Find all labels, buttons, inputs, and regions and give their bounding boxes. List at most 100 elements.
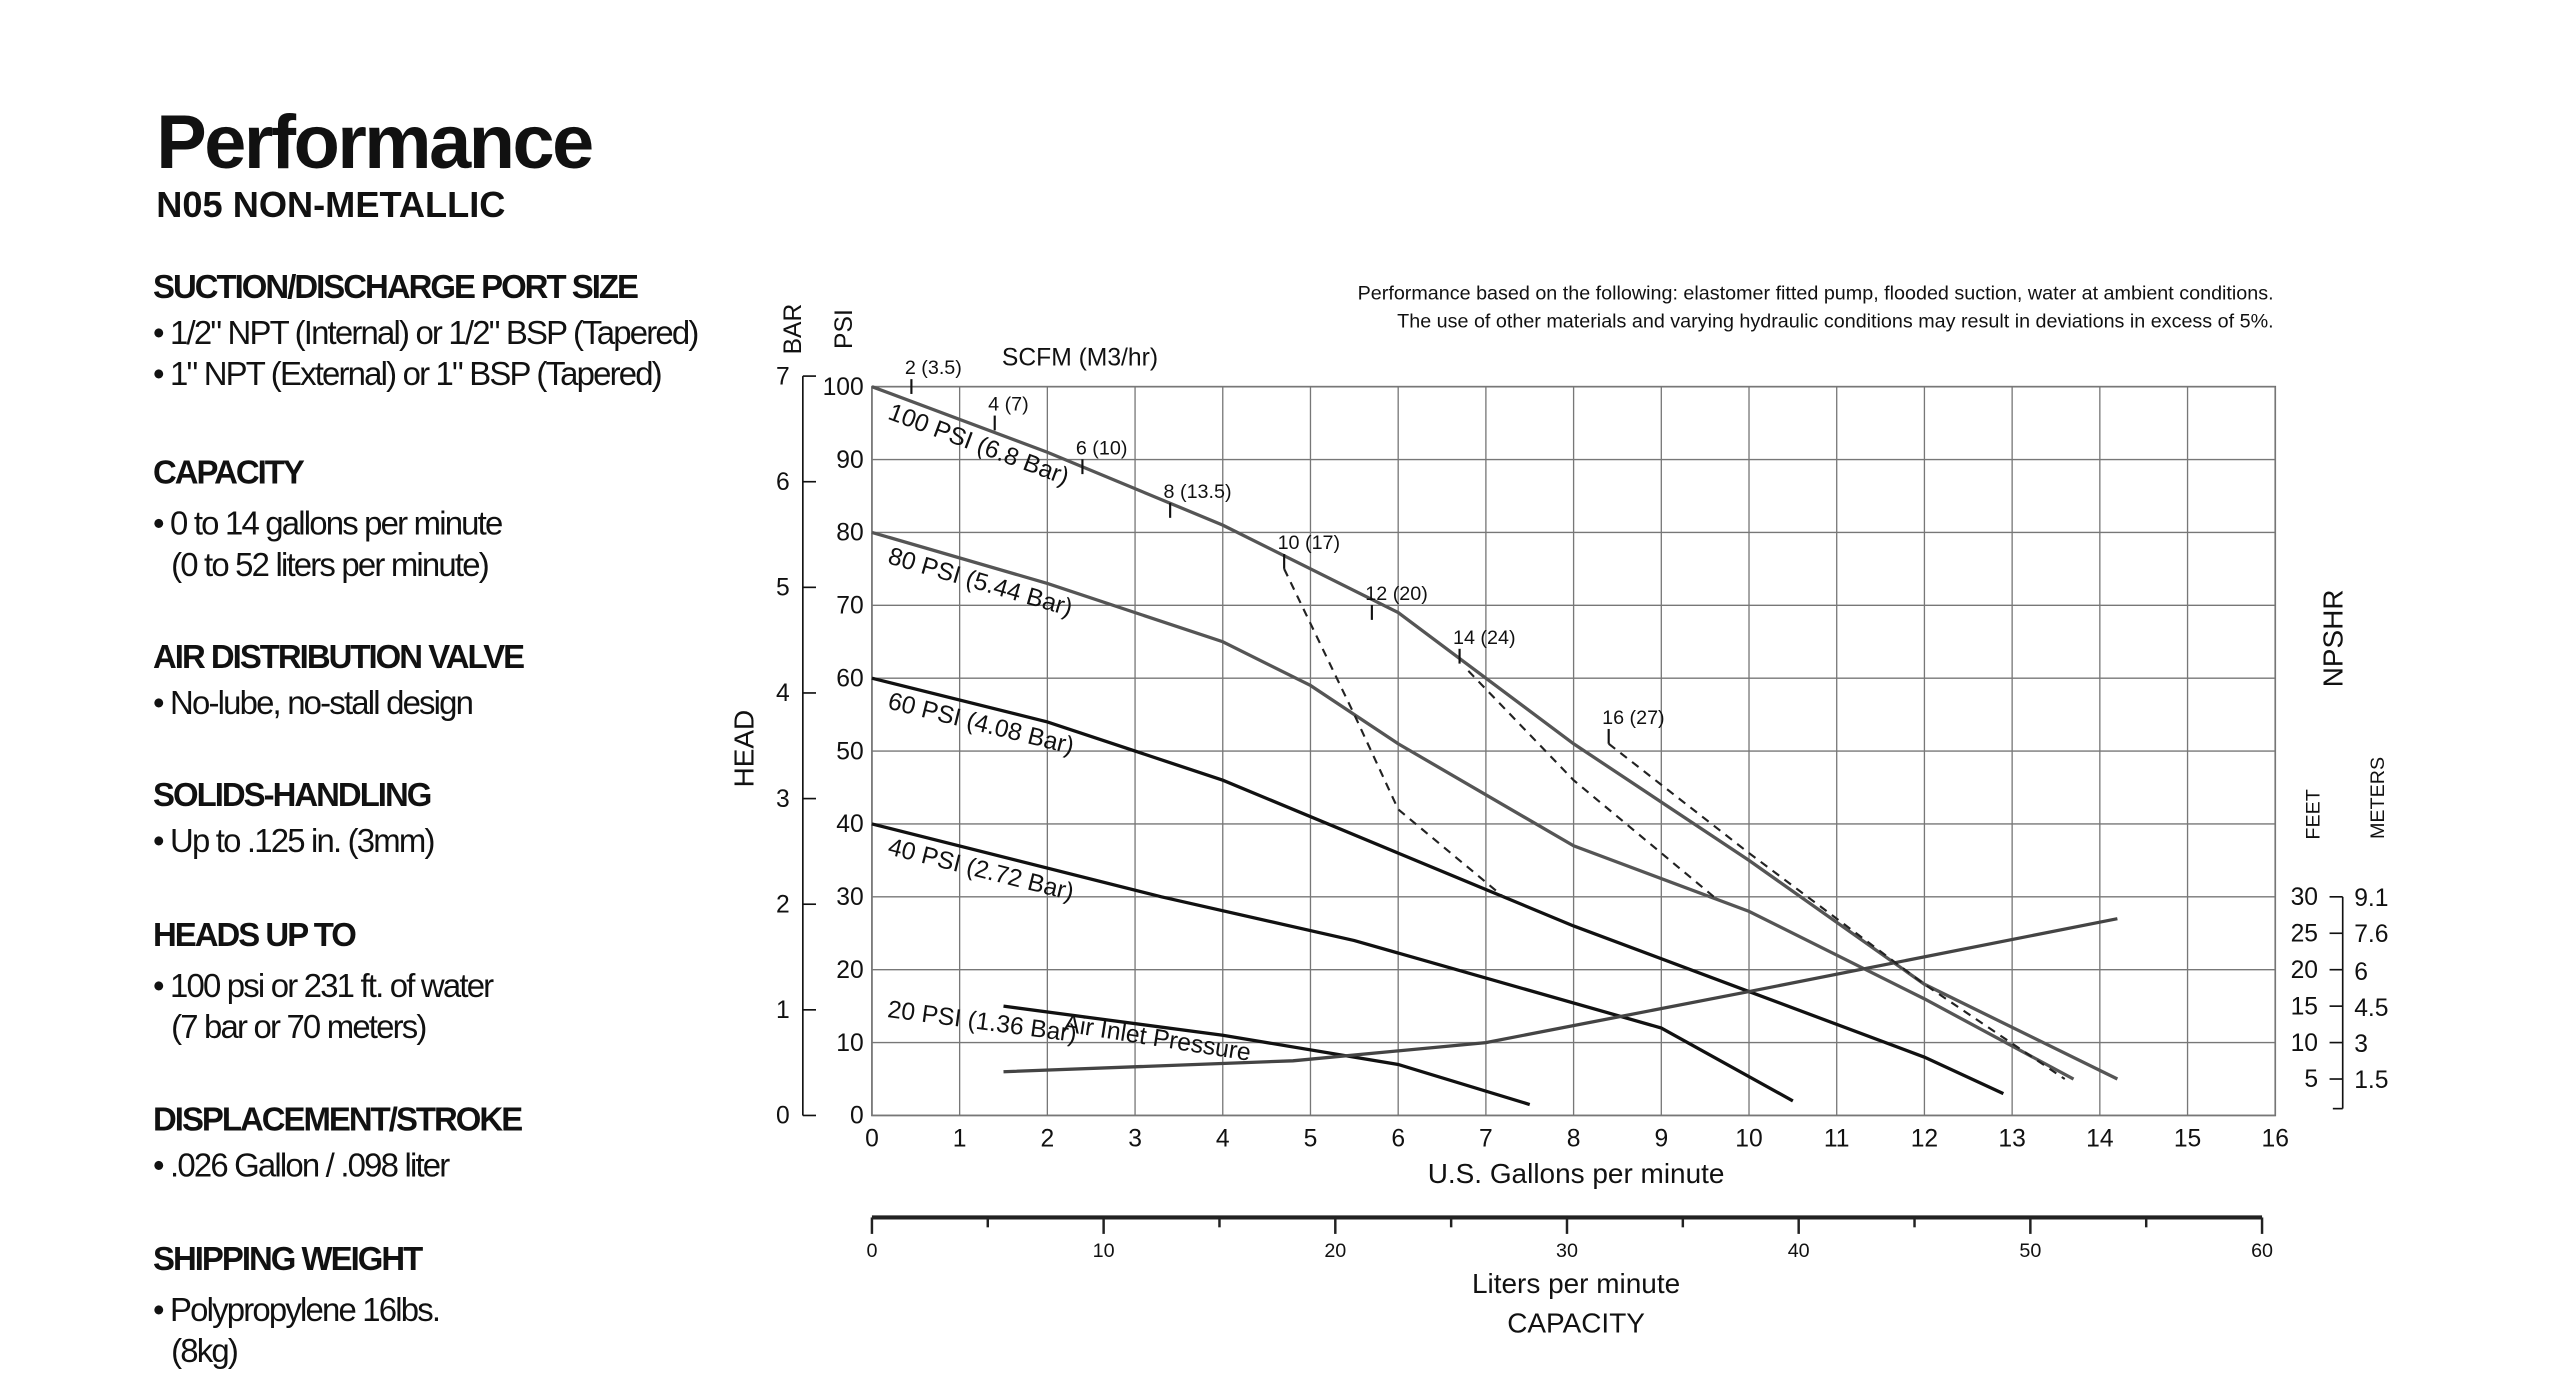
feet-tick-label: 10 [2291, 1030, 2318, 1057]
section-line: • 0 to 14 gallons per minute [153, 505, 502, 542]
y-tick-label: 40 [836, 811, 863, 838]
psi-unit: PSI [831, 309, 858, 349]
curve-label: 20 PSI (1.36 Bar) [886, 996, 1078, 1048]
x2-label: Liters per minute [1472, 1268, 1680, 1299]
section-heading: SOLIDS-HANDLING [153, 776, 431, 813]
scfm-label: 4 (7) [988, 394, 1029, 416]
y-tick-label: 20 [836, 957, 863, 984]
section-heading: AIR DISTRIBUTION VALVE [153, 638, 524, 675]
feet-tick-label: 15 [2291, 993, 2318, 1020]
bar-tick-label: 0 [776, 1103, 790, 1130]
section-heading: DISPLACEMENT/STROKE [153, 1100, 522, 1137]
scfm-label: 16 (27) [1602, 707, 1665, 729]
x-tick-label: 6 [1391, 1126, 1405, 1153]
section-heading: SUCTION/DISCHARGE PORT SIZE [153, 268, 638, 305]
y-tick-label: 50 [836, 738, 863, 765]
bar-tick-label: 5 [776, 575, 790, 602]
x-tick-label: 9 [1654, 1126, 1668, 1153]
npshr-label: NPSHR [2318, 589, 2349, 687]
section-line: (8kg) [171, 1332, 237, 1369]
x-tick-label: 8 [1567, 1126, 1581, 1153]
doc-title: Performance [156, 100, 592, 185]
meters-tick-label: 3 [2354, 1031, 2368, 1058]
y-tick-label: 100 [823, 374, 864, 401]
section-line: • Polypropylene 16lbs. [153, 1291, 439, 1328]
y-tick-label: 10 [836, 1030, 863, 1057]
section-line: • Up to .125 in. (3mm) [153, 822, 434, 859]
meters-tick-label: 6 [2354, 959, 2368, 986]
x-tick-label: 13 [1998, 1126, 2025, 1153]
meters-tick-label: 4.5 [2354, 995, 2388, 1022]
scfm-label: 10 (17) [1278, 532, 1341, 554]
meters-tick-label: 7.6 [2354, 921, 2388, 948]
scfm-curve [1283, 568, 1505, 898]
scfm-label: SCFM (M3/hr) [1002, 344, 1158, 371]
section-line: • .026 Gallon / .098 liter [153, 1146, 450, 1183]
bar-tick-label: 6 [776, 469, 790, 496]
y-tick-label: 0 [850, 1103, 864, 1130]
scfm-label: 2 (3.5) [905, 357, 962, 379]
x2-sublabel: CAPACITY [1507, 1308, 1645, 1339]
feet-tick-label: 25 [2291, 920, 2318, 947]
y-label: HEAD [728, 710, 759, 788]
feet-tick-label: 5 [2304, 1066, 2318, 1093]
x-tick-label: 10 [1735, 1126, 1762, 1153]
section-heading: SHIPPING WEIGHT [153, 1240, 423, 1277]
feet-tick-label: 30 [2291, 884, 2318, 911]
liters-tick-label: 40 [1788, 1240, 1810, 1262]
y-tick-label: 80 [836, 520, 863, 547]
x-tick-label: 15 [2174, 1126, 2201, 1153]
liters-tick-label: 20 [1324, 1240, 1346, 1262]
bar-tick-label: 2 [776, 891, 790, 918]
x-tick-label: 7 [1479, 1126, 1493, 1153]
scfm-label: 8 (13.5) [1164, 481, 1232, 503]
meters-unit: METERS [2367, 757, 2389, 839]
bar-tick-label: 3 [776, 786, 790, 813]
curve [871, 676, 2005, 1096]
x-tick-label: 1 [953, 1126, 967, 1153]
x-tick-label: 5 [1304, 1126, 1318, 1153]
x-label: U.S. Gallons per minute [1428, 1158, 1725, 1189]
x-tick-label: 11 [1824, 1126, 1850, 1153]
section-line: • 1/2" NPT (Internal) or 1/2" BSP (Taper… [153, 314, 698, 351]
section-line: • 100 psi or 231 ft. of water [153, 967, 494, 1004]
feet-unit: FEET [2303, 789, 2325, 839]
scfm-label: 14 (24) [1453, 627, 1516, 649]
curve-label: Air Inlet Pressure [1062, 1010, 1253, 1066]
curve [871, 822, 1794, 1103]
section-heading: HEADS UP TO [153, 916, 356, 953]
liters-tick-label: 30 [1556, 1240, 1578, 1262]
scfm-label: 6 (10) [1076, 437, 1128, 459]
scfm-curve [1467, 670, 1715, 898]
x-tick-label: 14 [2086, 1126, 2113, 1153]
curve [1003, 1004, 1531, 1107]
curve-label: 100 PSI (6.8 Bar) [885, 399, 1073, 491]
bar-tick-label: 7 [776, 363, 790, 390]
y-tick-label: 70 [836, 593, 863, 620]
x-tick-label: 0 [865, 1126, 879, 1153]
doc-subtitle: N05 NON-METALLIC [156, 184, 505, 225]
x-tick-label: 4 [1216, 1126, 1230, 1153]
scfm-curve [1608, 742, 2066, 1080]
x-tick-label: 3 [1128, 1126, 1142, 1153]
meters-tick-label: 9.1 [2354, 885, 2388, 912]
bar-tick-label: 1 [776, 997, 790, 1024]
liters-tick-label: 0 [866, 1240, 877, 1262]
note: The use of other materials and varying h… [1397, 310, 2273, 332]
section-line: (7 bar or 70 meters) [171, 1008, 425, 1045]
section-line: • No-lube, no-stall design [153, 684, 473, 721]
y-tick-label: 60 [836, 665, 863, 692]
x-tick-label: 12 [1911, 1126, 1938, 1153]
feet-tick-label: 20 [2291, 957, 2318, 984]
section-line: (0 to 52 liters per minute) [171, 546, 488, 583]
y-tick-label: 90 [836, 447, 863, 474]
scfm-label: 12 (20) [1365, 583, 1428, 605]
liters-tick-label: 10 [1093, 1240, 1115, 1262]
note: Performance based on the following: elas… [1358, 282, 2274, 304]
meters-tick-label: 1.5 [2354, 1067, 2388, 1094]
section-heading: CAPACITY [153, 454, 305, 491]
liters-tick-label: 50 [2019, 1240, 2041, 1262]
x-tick-label: 16 [2262, 1126, 2289, 1153]
bar-unit: BAR [780, 304, 807, 355]
